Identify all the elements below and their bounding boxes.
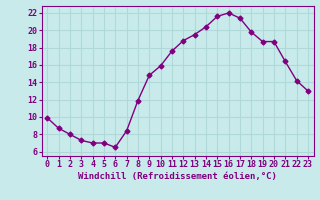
X-axis label: Windchill (Refroidissement éolien,°C): Windchill (Refroidissement éolien,°C) [78, 172, 277, 181]
